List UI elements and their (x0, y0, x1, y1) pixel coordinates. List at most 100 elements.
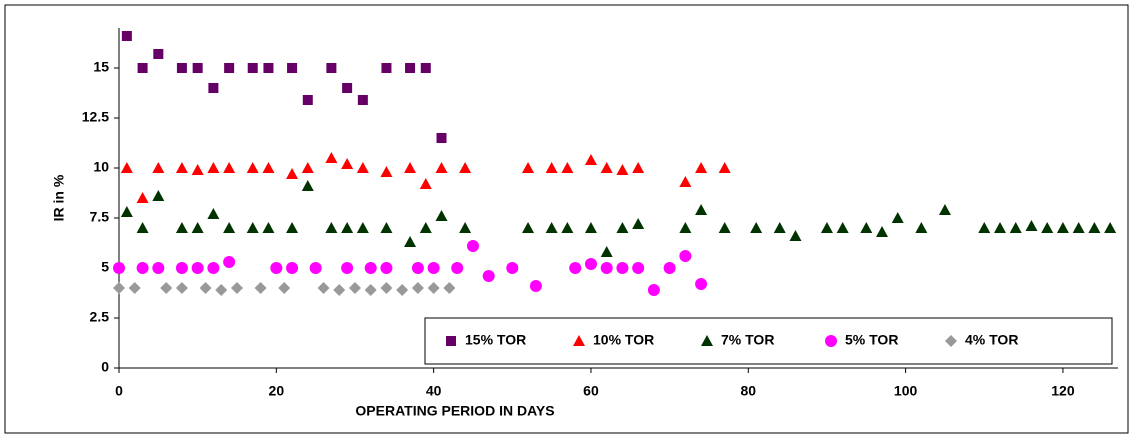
triangle-marker (718, 162, 731, 173)
triangle-marker (561, 222, 574, 233)
circle-marker (647, 284, 660, 296)
legend-label: 15% TOR (465, 332, 526, 348)
triangle-marker (938, 204, 951, 215)
circle-marker (663, 262, 676, 274)
triangle-marker (820, 222, 833, 233)
circle-marker (309, 262, 322, 274)
triangle-marker (679, 176, 692, 187)
circle-marker (695, 278, 708, 290)
x-tick-label: 120 (1051, 383, 1075, 399)
circle-marker (175, 262, 188, 274)
legend-label: 10% TOR (593, 332, 654, 348)
x-tick-label: 60 (583, 383, 599, 399)
circle-marker (113, 262, 125, 274)
triangle-marker (207, 208, 220, 219)
diamond-marker (317, 282, 330, 294)
triangle-marker (380, 222, 393, 233)
triangle-marker (191, 164, 204, 175)
triangle-marker (404, 236, 417, 247)
triangle-marker (1056, 222, 1069, 233)
circle-marker (152, 262, 165, 274)
diamond-marker (945, 335, 957, 347)
y-tick-label: 5 (101, 259, 109, 275)
triangle-marker (262, 222, 275, 233)
circle-marker (569, 262, 582, 274)
triangle-marker (120, 162, 133, 173)
triangle-marker (718, 222, 731, 233)
triangle-marker (223, 162, 236, 173)
square-marker (326, 63, 337, 73)
diamond-marker (348, 282, 361, 294)
legend-label: 5% TOR (845, 332, 898, 348)
triangle-marker (773, 222, 786, 233)
diamond-marker (160, 282, 173, 294)
y-tick-label: 15 (93, 59, 109, 75)
triangle-marker (175, 162, 188, 173)
x-tick-label: 0 (115, 383, 123, 399)
circle-marker (451, 262, 464, 274)
triangle-marker (356, 222, 369, 233)
square-marker (263, 63, 274, 73)
diamond-marker (380, 282, 393, 294)
triangle-marker (600, 162, 613, 173)
triangle-marker (459, 222, 472, 233)
diamond-marker (364, 284, 377, 296)
y-tick-label: 2.5 (90, 309, 110, 325)
circle-marker (341, 262, 354, 274)
diamond-marker (427, 282, 440, 294)
triangle-marker (616, 164, 629, 175)
triangle-marker (789, 230, 802, 241)
triangle-marker (876, 226, 889, 237)
triangle-marker (356, 162, 369, 173)
triangle-marker (380, 166, 393, 177)
triangle-marker (262, 162, 275, 173)
chart-frame (4, 4, 1129, 434)
circle-marker (364, 262, 377, 274)
triangle-marker (679, 222, 692, 233)
triangle-marker (701, 335, 713, 346)
triangle-marker (522, 222, 535, 233)
triangle-marker (1104, 222, 1117, 233)
circle-marker (679, 250, 692, 262)
diamond-marker (230, 282, 243, 294)
square-marker (405, 63, 416, 73)
circle-marker (136, 262, 149, 274)
triangle-marker (152, 190, 165, 201)
square-marker (176, 63, 187, 73)
square-marker (446, 336, 456, 346)
square-marker (208, 83, 219, 93)
square-marker (357, 95, 368, 105)
y-tick-label: 7.5 (90, 209, 110, 225)
triangle-marker (175, 222, 188, 233)
square-marker (137, 63, 148, 73)
triangle-marker (1025, 220, 1038, 231)
circle-marker (482, 270, 495, 282)
diamond-marker (443, 282, 456, 294)
legend-label: 7% TOR (721, 332, 774, 348)
circle-marker (223, 256, 236, 268)
diamond-marker (396, 284, 409, 296)
circle-marker (584, 258, 597, 270)
triangle-marker (246, 222, 259, 233)
triangle-marker (120, 206, 133, 217)
triangle-marker (1041, 222, 1054, 233)
triangle-marker (419, 222, 432, 233)
diamond-marker (215, 284, 228, 296)
circle-marker (380, 262, 393, 274)
diamond-marker (333, 284, 346, 296)
triangle-marker (695, 204, 708, 215)
triangle-marker (207, 162, 220, 173)
square-marker (247, 63, 258, 73)
triangle-marker (286, 222, 299, 233)
triangle-marker (695, 162, 708, 173)
triangle-marker (561, 162, 574, 173)
triangle-marker (136, 222, 149, 233)
circle-marker (270, 262, 283, 274)
square-marker (287, 63, 298, 73)
x-axis-label: OPERATING PERIOD IN DAYS (355, 403, 554, 419)
triangle-marker (1072, 222, 1085, 233)
y-axis-label: IR in % (51, 174, 67, 221)
y-tick-label: 12.5 (82, 109, 109, 125)
square-marker (224, 63, 235, 73)
